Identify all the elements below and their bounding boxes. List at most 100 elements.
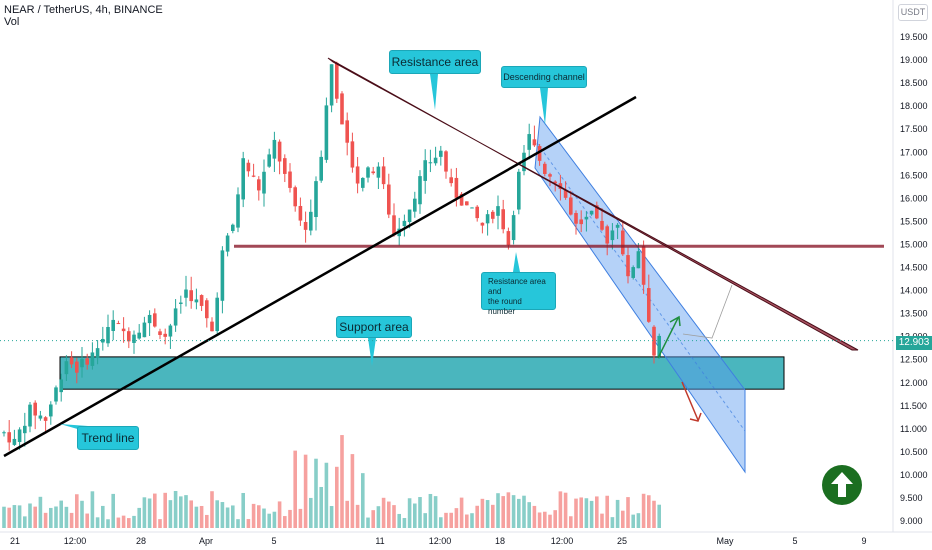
y-tick-label: 14.000 — [900, 286, 928, 296]
volume-bar — [95, 517, 100, 528]
candle-body — [428, 162, 433, 164]
candle-body — [475, 206, 479, 219]
volume-bar — [54, 506, 58, 528]
volume-bar — [28, 503, 32, 528]
note-pointer — [540, 88, 548, 125]
volume-bar — [595, 496, 599, 528]
candle-body — [283, 158, 287, 174]
y-tick-label: 13.500 — [900, 309, 928, 319]
volume-bar — [574, 498, 578, 528]
volume-bar — [101, 505, 105, 528]
boost-up-button[interactable] — [822, 465, 862, 505]
symbol-title[interactable]: NEAR / TetherUS, 4h, BINANCE — [4, 4, 163, 16]
candle-body — [49, 404, 53, 417]
note-pointer — [368, 338, 376, 366]
volume-bar — [584, 498, 589, 528]
y-tick-label: 12.500 — [900, 355, 928, 365]
volume-bar — [215, 500, 219, 528]
y-tick-label: 19.500 — [900, 32, 928, 42]
candle-body — [106, 327, 110, 344]
candle-body — [574, 213, 578, 224]
volume-bar — [470, 513, 474, 528]
volume-bar — [147, 498, 152, 528]
volume-bar — [23, 516, 27, 528]
y-tick-label: 19.000 — [900, 55, 928, 65]
y-tick-label: 10.000 — [900, 470, 928, 480]
candle-body — [511, 215, 516, 241]
candle-body — [454, 177, 459, 198]
candle-body — [54, 387, 58, 402]
volume-bar — [392, 505, 396, 528]
volume-bar — [303, 454, 308, 528]
candle-body — [340, 93, 344, 125]
descending-channel-note[interactable]: Descending channel — [501, 66, 587, 88]
volume-bar — [485, 500, 490, 528]
volume-bar — [231, 505, 235, 528]
volume-bar — [506, 492, 511, 528]
candle-body — [636, 251, 641, 269]
candle-body — [7, 432, 11, 443]
candle-body — [116, 323, 121, 325]
candle-body — [85, 358, 89, 365]
descending-channel — [534, 115, 746, 474]
candle-body — [569, 197, 573, 215]
candle-body — [652, 326, 656, 356]
currency-selector[interactable]: USDT — [898, 4, 928, 21]
volume-bar — [553, 510, 557, 528]
candle-body — [101, 338, 105, 343]
y-tick-label: 12.000 — [900, 378, 928, 388]
candle-body — [236, 194, 240, 228]
y-tick-label: 17.500 — [900, 124, 928, 134]
volume-bar — [366, 517, 370, 528]
volume-bar — [548, 514, 552, 528]
candle-body — [28, 404, 32, 427]
candle-body — [257, 179, 261, 191]
volume-bar — [626, 497, 630, 528]
candle-body — [444, 151, 448, 172]
volume-bar — [153, 493, 157, 528]
volume-bar — [615, 499, 620, 528]
candle-body — [595, 205, 599, 219]
volume-bar — [59, 500, 63, 528]
candle-body — [319, 156, 323, 181]
candle-body — [350, 141, 355, 168]
volume-bar — [85, 513, 89, 528]
volume-bar — [262, 508, 266, 528]
resistance-round-number-note[interactable]: Resistance area and the round number — [481, 272, 556, 316]
volume-bar — [33, 506, 37, 528]
volume-bar — [511, 495, 516, 528]
volume-bar — [75, 494, 79, 528]
volume-bar — [210, 491, 214, 528]
volume-label[interactable]: Vol — [4, 16, 20, 28]
volume-bar — [293, 450, 297, 528]
volume-bar — [641, 493, 646, 528]
y-tick-label: 9.000 — [900, 516, 923, 526]
candle-body — [293, 187, 297, 207]
y-tick-label: 16.500 — [900, 170, 928, 180]
volume-bar — [142, 497, 147, 528]
candle-body — [407, 209, 412, 223]
support-zone — [59, 356, 785, 390]
volume-bar — [423, 513, 427, 528]
resistance-area-note[interactable]: Resistance area — [389, 50, 481, 74]
support-area-note[interactable]: Support area — [336, 316, 412, 338]
candle-body — [262, 171, 266, 194]
volume-bar — [402, 517, 407, 528]
volume-bar — [257, 505, 261, 528]
candle-body — [543, 163, 547, 175]
volume-bar — [324, 462, 329, 528]
volume-bar — [517, 498, 521, 528]
candle-body — [64, 361, 69, 375]
candle-body — [402, 220, 407, 227]
candle-body — [90, 352, 95, 366]
volume-bar — [163, 492, 167, 528]
volume-bar — [267, 513, 271, 528]
y-tick-label: 17.000 — [900, 147, 928, 157]
candle-body — [147, 314, 152, 324]
y-axis-panel — [893, 0, 932, 550]
candle-body — [189, 290, 193, 302]
trend-line-note[interactable]: Trend line — [77, 426, 139, 450]
candle-body — [303, 221, 308, 230]
